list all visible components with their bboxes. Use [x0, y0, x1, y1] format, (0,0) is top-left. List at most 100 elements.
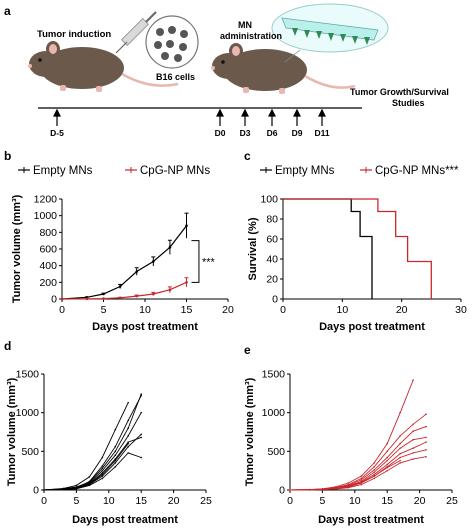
- individual-point: [412, 438, 414, 441]
- individual-point: [412, 452, 414, 454]
- individual-point: [399, 462, 401, 464]
- schematic-illustration: [28, 3, 389, 126]
- timeline-label-d3: D3: [239, 128, 251, 138]
- individual-point: [101, 472, 104, 474]
- individual-point: [101, 477, 104, 480]
- x-tick-label: 15: [381, 495, 393, 507]
- individual-point: [140, 436, 142, 439]
- data-point: [152, 260, 155, 263]
- individual-point: [114, 428, 117, 431]
- individual-point: [412, 379, 414, 381]
- y-tick-label: 500: [21, 446, 39, 458]
- individual-point: [101, 467, 104, 470]
- data-point: [118, 285, 122, 288]
- timeline-arrows: [53, 108, 326, 126]
- individual-point: [425, 436, 427, 439]
- individual-point: [360, 477, 363, 480]
- x-tick-label: 0: [280, 304, 286, 316]
- x-tick-label: 25: [446, 495, 458, 507]
- individual-point: [140, 411, 142, 414]
- data-point: [102, 292, 105, 296]
- individual-line-1: [43, 393, 142, 491]
- individual-point: [373, 462, 376, 464]
- individual-point: [101, 465, 104, 467]
- chart-d-individual-empty: 0 5 10 15 20 25 0 500 1000 1500 Days post treatmen…: [6, 369, 212, 527]
- x-tick-label: 0: [41, 495, 47, 507]
- tumor-induction-label: Tumor induction: [37, 29, 112, 40]
- individual-point: [360, 483, 363, 486]
- data-point: [135, 294, 138, 298]
- individual-point: [386, 450, 388, 453]
- x-tick-label: 0: [59, 304, 65, 316]
- individual-line-3: [289, 426, 427, 491]
- x-tick-label: 10: [103, 495, 115, 507]
- individual-point: [127, 427, 130, 429]
- data-point: [102, 297, 105, 300]
- y-tick-label: 1000: [16, 407, 40, 419]
- y-tick-label: 1000: [34, 210, 58, 222]
- individual-point: [127, 441, 130, 443]
- individual-line-4: [289, 436, 427, 491]
- data-point: [168, 288, 172, 292]
- individual-point: [373, 475, 376, 477]
- data-point: [135, 270, 138, 273]
- individual-point: [425, 425, 427, 428]
- individual-point: [62, 488, 65, 491]
- mn-label-line2: administration: [220, 31, 283, 41]
- y-tick-label: 0: [272, 294, 278, 306]
- chart-e-individual-cpg: 0 5 10 15 20 25 0 500 1000 1500 Days post treatmen…: [244, 369, 458, 527]
- y-tick-label: 200: [39, 277, 57, 289]
- x-tick-label: 10: [336, 304, 348, 316]
- b16-cells-icon: [145, 15, 199, 69]
- individual-point: [360, 479, 363, 481]
- data-point: [85, 297, 89, 301]
- panel-c-letter: c: [244, 149, 251, 163]
- individual-point: [140, 456, 142, 459]
- individual-point: [373, 477, 376, 480]
- individual-point: [321, 488, 324, 491]
- data-point: [60, 297, 64, 301]
- y-tick-label: 0: [51, 294, 57, 306]
- individual-point: [373, 473, 376, 476]
- syringe-icon: [115, 11, 157, 54]
- x-tick-label: 20: [222, 304, 234, 316]
- individual-point: [101, 473, 104, 476]
- series-line-1: [61, 225, 187, 300]
- individual-point: [114, 459, 117, 462]
- x-tick-label: 5: [319, 495, 325, 507]
- timeline-label-d0: D0: [214, 128, 226, 138]
- individual-point: [412, 430, 414, 433]
- chart-c-survival: 0 10 20 30 0 20 40 60 80 100 Days post treatment Su…: [247, 165, 467, 333]
- data-point: [152, 292, 155, 296]
- individual-point: [360, 475, 363, 477]
- individual-point: [399, 442, 401, 445]
- individual-point: [412, 458, 414, 460]
- x-tick-label: 5: [101, 304, 107, 316]
- y-tick-label: 500: [267, 446, 285, 458]
- individual-point: [75, 487, 78, 490]
- y-axis-label: Tumor volume (mm³): [11, 194, 23, 303]
- tumor-growth-label-line1: Tumor Growth/Survival: [350, 87, 449, 97]
- individual-point: [412, 423, 414, 426]
- y-tick-label: 600: [39, 244, 57, 256]
- survival-line-1: [283, 198, 373, 299]
- y-tick-label: 60: [266, 234, 278, 246]
- individual-point: [43, 489, 45, 491]
- legend-label: CpG-NP MNs: [140, 165, 210, 177]
- legend-label: Empty MNs: [33, 165, 93, 177]
- x-tick-label: 25: [200, 495, 212, 507]
- panel-a-letter: a: [4, 4, 11, 18]
- individual-point: [373, 466, 376, 468]
- data-point: [168, 246, 172, 249]
- individual-point: [412, 447, 414, 450]
- x-tick-label: 15: [181, 304, 193, 316]
- significance-bracket: [191, 240, 200, 283]
- individual-line-1: [289, 380, 414, 491]
- timeline-label-d9: D9: [291, 128, 303, 138]
- individual-point: [101, 475, 104, 477]
- individual-point: [399, 447, 401, 450]
- y-tick-label: 20: [266, 274, 278, 286]
- individual-point: [88, 483, 91, 485]
- individual-point: [140, 393, 142, 395]
